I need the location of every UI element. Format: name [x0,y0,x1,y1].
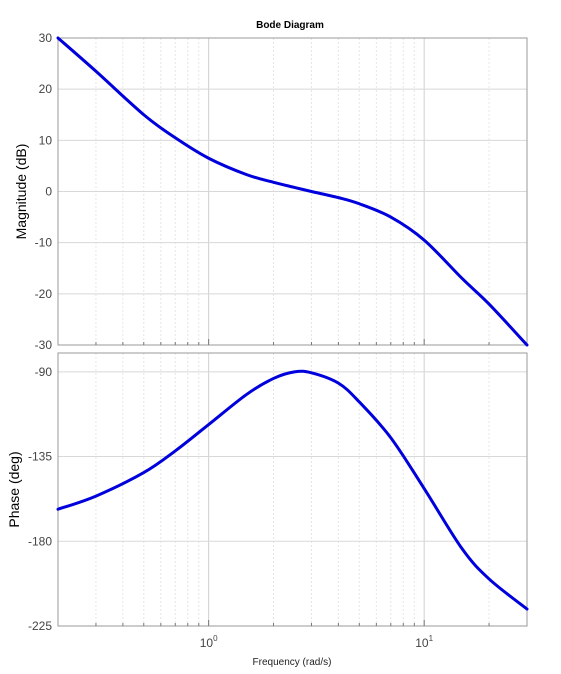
y-tick-label: 0 [45,185,52,199]
y-tick-label: -20 [35,287,53,301]
x-axis-label: Frequency (rad/s) [253,657,332,668]
magnitude-axis-label: Magnitude (dB) [13,144,29,240]
y-tick-label: -90 [35,365,53,379]
plot-frame [57,352,528,627]
y-tick-label: -225 [28,619,52,633]
y-tick-label: 30 [39,31,53,45]
y-tick-label: 20 [39,82,53,96]
x-tick-label: 100 [200,634,218,650]
y-tick-label: -135 [28,450,52,464]
phase-axis-label: Phase (deg) [6,451,22,527]
magnitude-curve [56,36,529,347]
y-tick-label: -10 [35,236,53,250]
plot-frame [57,37,528,346]
x-tick-label: 101 [415,634,433,650]
x-axis-ticks: 100 101 [200,634,434,650]
y-tick-label: -180 [28,534,52,548]
y-tick-label: -30 [35,338,53,352]
chart-title: Bode Diagram [256,20,324,31]
phase-curve [56,369,529,611]
y-tick-label: 10 [39,133,53,147]
magnitude-panel: 30 20 10 0 -10 -20 -30 Magnitude (dB) [13,31,529,352]
phase-panel: -90 -135 -180 -225 Phase (deg) [6,352,529,633]
